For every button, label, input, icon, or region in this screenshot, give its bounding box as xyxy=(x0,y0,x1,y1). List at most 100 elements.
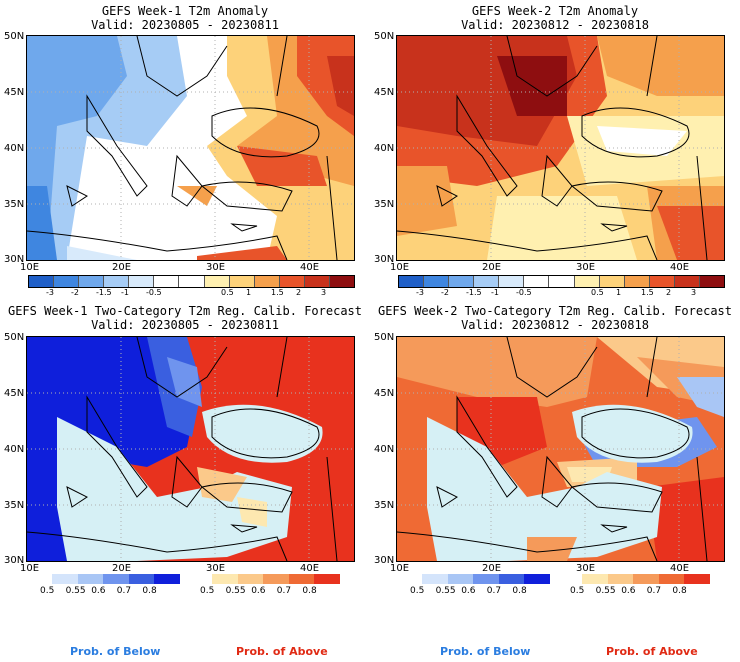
colorbar-swatch xyxy=(624,276,650,287)
colorbar-swatch xyxy=(473,574,499,584)
map-graphic xyxy=(397,36,724,260)
lon-label: 30E xyxy=(206,563,226,574)
colorbar-tick-label: 0.8 xyxy=(672,586,687,596)
map-graphic xyxy=(397,337,724,561)
colorbar-swatch xyxy=(104,276,130,287)
colorbar-tick-label: -3 xyxy=(46,288,54,297)
colorbar-tick-label: 0.5 xyxy=(410,586,425,596)
colorbar-tick-label: 3 xyxy=(321,288,327,297)
lat-label: 35N xyxy=(374,500,395,511)
colorbar-tick-label: -2 xyxy=(441,288,449,297)
colorbar-tick-label: 0.5 xyxy=(591,288,604,297)
colorbar-tick-label: -2 xyxy=(71,288,79,297)
colorbar-tick-label: -1 xyxy=(491,288,499,297)
colorbar-tick-label: 0.5 xyxy=(40,586,55,596)
lat-label: 30N xyxy=(374,555,395,566)
colorbar-swatch xyxy=(699,276,725,287)
lat-label: 40N xyxy=(374,444,395,455)
panel-week1-probability: GEFS Week-1 Two-Category T2m Reg. Calib.… xyxy=(0,300,370,600)
lat-label: 30N xyxy=(4,555,25,566)
colorbar-tick-label: 0.7 xyxy=(116,586,132,596)
probability-map xyxy=(396,336,725,562)
lat-label: 45N xyxy=(374,87,395,98)
lat-label: 50N xyxy=(4,332,25,343)
panel-title: GEFS Week-2 T2m Anomaly xyxy=(471,4,639,18)
lon-label: 30E xyxy=(576,262,596,273)
above-colorbar xyxy=(212,574,340,584)
colorbar-tick-label: 0.6 xyxy=(461,586,476,596)
anomaly-colorbar xyxy=(28,275,355,288)
anomaly-colorbar-ticks: -3 -2 -1.5 -1 -0.5 0.5 1 1.5 2 3 xyxy=(28,288,353,298)
colorbar-swatch xyxy=(474,276,500,287)
below-colorbar-ticks: 0.5 0.55 0.6 0.7 0.8 xyxy=(40,586,180,596)
lon-label: 30E xyxy=(576,563,596,574)
lat-label: 40N xyxy=(4,444,25,455)
colorbar-swatch xyxy=(499,276,525,287)
colorbar-swatch xyxy=(154,574,180,584)
anomaly-map xyxy=(396,35,725,261)
colorbar-swatch xyxy=(52,574,78,584)
colorbar-swatch xyxy=(129,276,155,287)
lon-label: 40E xyxy=(300,262,320,273)
map-graphic xyxy=(27,337,354,561)
panel-title: GEFS Week-1 Two-Category T2m Reg. Calib.… xyxy=(7,304,362,318)
colorbar-tick-label: 0.6 xyxy=(621,586,636,596)
lon-label: 20E xyxy=(482,262,502,273)
panel-title: GEFS Week-2 Two-Category T2m Reg. Calib.… xyxy=(377,304,732,318)
colorbar-swatch xyxy=(29,276,55,287)
lat-label: 40N xyxy=(374,143,395,154)
lon-label: 40E xyxy=(300,563,320,574)
colorbar-swatch xyxy=(549,276,575,287)
colorbar-swatch xyxy=(658,574,685,584)
colorbar-tick-label: 0.55 xyxy=(225,586,246,596)
colorbar-tick-label: 1.5 xyxy=(271,288,284,297)
colorbar-swatch xyxy=(204,276,230,287)
colorbar-tick-label: 1.5 xyxy=(641,288,654,297)
colorbar-tick-label: 0.55 xyxy=(65,586,86,596)
colorbar-swatch xyxy=(447,574,474,584)
colorbar-swatch xyxy=(212,574,238,584)
colorbar-tick-label: 0.6 xyxy=(91,586,106,596)
panel-valid-dates: Valid: 20230812 - 20230818 xyxy=(461,318,649,332)
legend-above-right: Prob. of Above xyxy=(606,645,698,658)
colorbar-tick-label: 0.6 xyxy=(251,586,266,596)
lat-label: 35N xyxy=(4,199,25,210)
lat-label: 30N xyxy=(374,254,395,265)
colorbar-swatch xyxy=(684,574,710,584)
colorbar-swatch xyxy=(582,574,608,584)
legend-above-left: Prob. of Above xyxy=(236,645,328,658)
below-colorbar xyxy=(422,574,550,584)
legend-below-right: Prob. of Below xyxy=(440,645,531,658)
panel-valid-dates: Valid: 20230805 - 20230811 xyxy=(91,18,279,32)
colorbar-swatch xyxy=(399,276,425,287)
colorbar-tick-label: -3 xyxy=(416,288,424,297)
colorbar-swatch xyxy=(237,574,264,584)
lat-label: 45N xyxy=(374,388,395,399)
colorbar-swatch xyxy=(599,276,625,287)
probability-map xyxy=(26,336,355,562)
lon-label: 40E xyxy=(670,262,690,273)
colorbar-swatch xyxy=(607,574,634,584)
colorbar-swatch xyxy=(154,276,180,287)
panel-title: GEFS Week-1 T2m Anomaly xyxy=(101,4,269,18)
lat-label: 45N xyxy=(4,87,25,98)
panel-valid-dates: Valid: 20230812 - 20230818 xyxy=(461,18,649,32)
colorbar-tick-label: 2 xyxy=(666,288,672,297)
colorbar-swatch xyxy=(314,574,340,584)
panel-week2-probability: GEFS Week-2 Two-Category T2m Reg. Calib.… xyxy=(370,300,740,600)
colorbar-tick-label: -0.5 xyxy=(516,288,532,297)
map-graphic xyxy=(27,36,354,260)
colorbar-tick-label: 0.8 xyxy=(142,586,157,596)
colorbar-tick-label: -1 xyxy=(121,288,129,297)
colorbar-swatch xyxy=(263,574,289,584)
colorbar-swatch xyxy=(304,276,330,287)
colorbar-swatch xyxy=(288,574,315,584)
colorbar-tick-label: 2 xyxy=(296,288,302,297)
colorbar-swatch xyxy=(279,276,305,287)
colorbar-swatch xyxy=(524,574,550,584)
lon-label: 20E xyxy=(112,563,132,574)
colorbar-tick-label: -1.5 xyxy=(96,288,112,297)
lat-label: 40N xyxy=(4,143,25,154)
lon-label: 40E xyxy=(670,563,690,574)
colorbar-tick-label: 0.5 xyxy=(221,288,234,297)
